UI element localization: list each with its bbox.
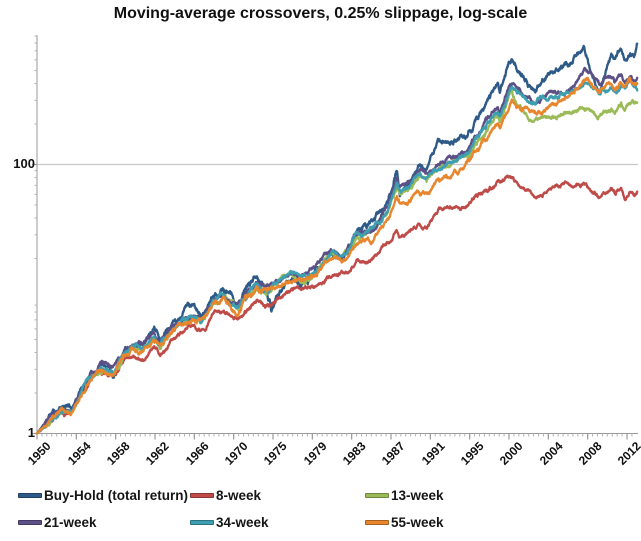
y-axis-tick-label-100: 100: [13, 156, 35, 171]
series-line-55-week: [35, 76, 639, 435]
series-line-13-week: [35, 89, 639, 435]
y-axis-tick-label-1: 1: [27, 425, 35, 440]
series-line-buy-hold-total-return: [35, 42, 639, 435]
series-line-21-week: [35, 66, 639, 435]
series-line-34-week: [35, 79, 639, 435]
chart-title: Moving-average crossovers, 0.25% slippag…: [113, 5, 528, 22]
series-line-8-week: [35, 174, 639, 435]
